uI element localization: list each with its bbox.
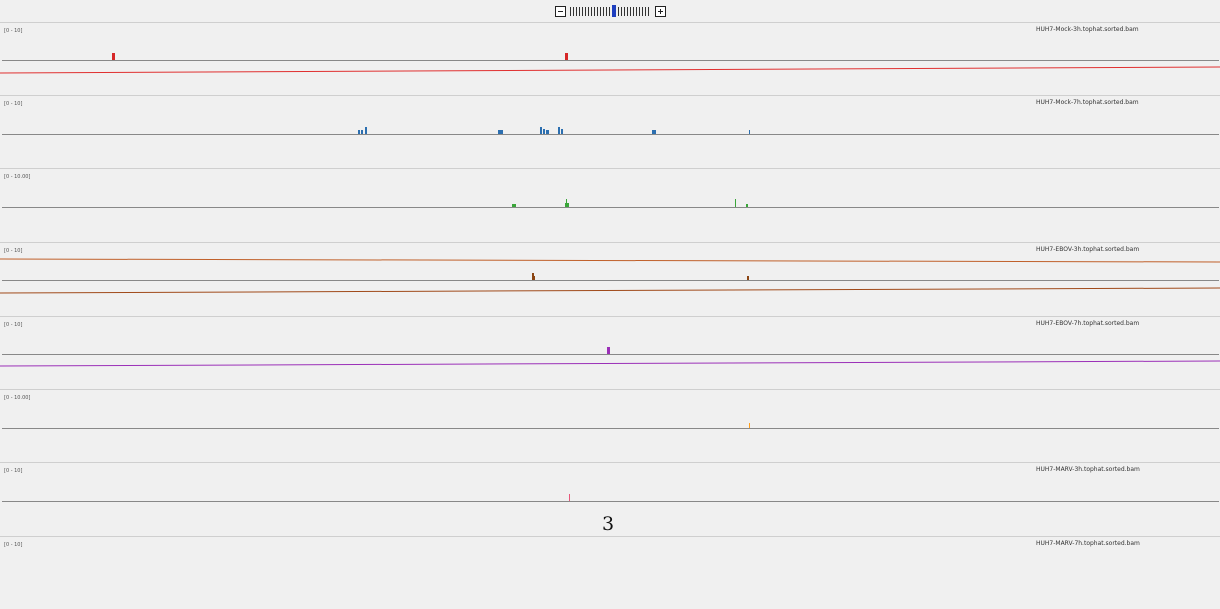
coverage-bar (112, 53, 115, 60)
track-axis (2, 428, 1219, 429)
track-range: [0 - 10] (4, 542, 23, 548)
track-name[interactable]: HUH7-EBOV-7h.tophat.sorted.bam (1036, 320, 1140, 327)
track-4: [0 - 10] HUH7-EBOV-3h.tophat.sorted.bam (0, 242, 1220, 315)
zoom-level-tick[interactable] (569, 6, 571, 16)
zoom-level-tick[interactable] (629, 6, 631, 16)
track-range: [0 - 10.00] (4, 174, 31, 180)
zoom-level-tick[interactable] (608, 6, 610, 16)
coverage-bar (747, 276, 749, 280)
track-1: [0 - 10] HUH7-Mock-3h.tophat.sorted.bam (0, 22, 1220, 95)
coverage-bar (569, 494, 570, 501)
track-name[interactable]: HUH7-Mock-7h.tophat.sorted.bam (1036, 99, 1139, 106)
track-6: [0 - 10.00] (0, 389, 1220, 462)
track-name[interactable]: HUH7-Mock-3h.tophat.sorted.bam (1036, 26, 1139, 33)
track-range: [0 - 10] (4, 248, 23, 254)
track-range: [0 - 10] (4, 101, 23, 107)
zoom-level-tick[interactable] (638, 6, 640, 16)
track-range: [0 - 10] (4, 28, 23, 34)
track-name[interactable]: HUH7-MARV-3h.tophat.sorted.bam (1036, 466, 1140, 473)
track-axis (2, 60, 1219, 61)
zoom-level-tick[interactable] (626, 6, 628, 16)
zoom-level-tick[interactable] (623, 6, 625, 16)
zoom-slider-thumb[interactable] (611, 5, 616, 17)
zoom-level-tick[interactable] (599, 6, 601, 16)
coverage-bar (534, 276, 535, 280)
coverage-bar (746, 204, 748, 207)
coverage-bar (498, 130, 503, 134)
track-8: [0 - 10] HUH7-MARV-7h.tophat.sorted.bam (0, 536, 1220, 609)
track-name[interactable]: HUH7-EBOV-3h.tophat.sorted.bam (1036, 246, 1140, 253)
coverage-bar (749, 423, 750, 428)
coverage-bar (735, 199, 736, 207)
coverage-bar (652, 130, 656, 134)
zoom-level-tick[interactable] (581, 6, 583, 16)
zoom-level-tick[interactable] (605, 6, 607, 16)
track-axis (2, 207, 1219, 208)
zoom-level-tick[interactable] (572, 6, 574, 16)
zoom-level-tick[interactable] (617, 6, 619, 16)
zoom-level-tick[interactable] (632, 6, 634, 16)
coverage-bar (540, 127, 542, 134)
track-axis (2, 354, 1219, 355)
track-name[interactable]: HUH7-MARV-7h.tophat.sorted.bam (1036, 540, 1140, 547)
zoom-level-tick[interactable] (602, 6, 604, 16)
coverage-bar (532, 273, 534, 280)
coverage-bar (361, 130, 363, 134)
track-axis (2, 134, 1219, 135)
coverage-bar (546, 130, 549, 134)
track-axis (2, 280, 1219, 281)
zoom-level-tick[interactable] (578, 6, 580, 16)
zoom-level-tick[interactable] (590, 6, 592, 16)
zoom-level-tick[interactable] (647, 6, 649, 16)
zoom-level-tick[interactable] (593, 6, 595, 16)
track-3: [0 - 10.00] (0, 168, 1220, 241)
coverage-bar (358, 130, 360, 134)
track-2: [0 - 10] HUH7-Mock-7h.tophat.sorted.bam (0, 95, 1220, 168)
coverage-bar (565, 53, 568, 60)
zoom-level-tick[interactable] (587, 6, 589, 16)
track-range: [0 - 10] (4, 468, 23, 474)
zoom-level-tick[interactable] (641, 6, 643, 16)
zoom-out-button[interactable] (554, 5, 566, 17)
zoom-control (0, 0, 1220, 22)
coverage-bar (543, 129, 545, 134)
zoom-level-tick[interactable] (575, 6, 577, 16)
coverage-bar (512, 204, 516, 207)
track-range: [0 - 10] (4, 322, 23, 328)
coverage-bar (558, 127, 560, 134)
coverage-bar (561, 129, 563, 134)
zoom-level-tick[interactable] (596, 6, 598, 16)
coverage-bar (566, 199, 567, 203)
coverage-bar (565, 203, 569, 207)
track-range: [0 - 10.00] (4, 395, 31, 401)
zoom-level-tick[interactable] (644, 6, 646, 16)
zoom-level-tick[interactable] (620, 6, 622, 16)
zoom-level-tick[interactable] (635, 6, 637, 16)
coverage-bar (365, 127, 367, 134)
coverage-bar (607, 347, 610, 354)
zoom-slider[interactable] (569, 5, 651, 17)
page-number: 3 (602, 513, 615, 535)
track-axis (2, 501, 1219, 502)
coverage-bar (749, 130, 750, 134)
zoom-level-tick[interactable] (584, 6, 586, 16)
zoom-in-button[interactable] (654, 5, 666, 17)
track-7: [0 - 10] HUH7-MARV-3h.tophat.sorted.bam (0, 462, 1220, 535)
track-5: [0 - 10] HUH7-EBOV-7h.tophat.sorted.bam (0, 316, 1220, 389)
